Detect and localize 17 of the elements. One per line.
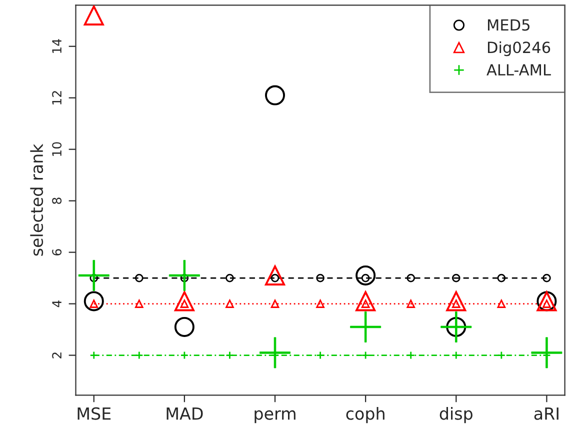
y-tick-label: 8	[52, 198, 62, 204]
x-tick-label: coph	[346, 406, 384, 424]
legend-label: ALL-AML	[486, 64, 551, 76]
y-axis-title: selected rank	[30, 144, 44, 256]
y-tick-label: 6	[52, 249, 62, 256]
y-tick-label: 10	[52, 142, 62, 156]
x-tick-label: MAD	[166, 407, 203, 420]
x-tick-label: aRI	[534, 407, 558, 420]
x-tick-label: MSE	[78, 407, 111, 420]
x-tick-label: disp	[440, 406, 472, 424]
y-tick-label: 14	[52, 39, 62, 53]
y-tick-label: 4	[52, 300, 62, 308]
x-tick-label: perm	[254, 410, 296, 424]
y-tick-label: 2	[52, 352, 62, 358]
y-tick-label: 12	[52, 91, 62, 104]
legend-label: MED5	[488, 19, 530, 31]
legend-label: Dig0246	[488, 41, 550, 56]
